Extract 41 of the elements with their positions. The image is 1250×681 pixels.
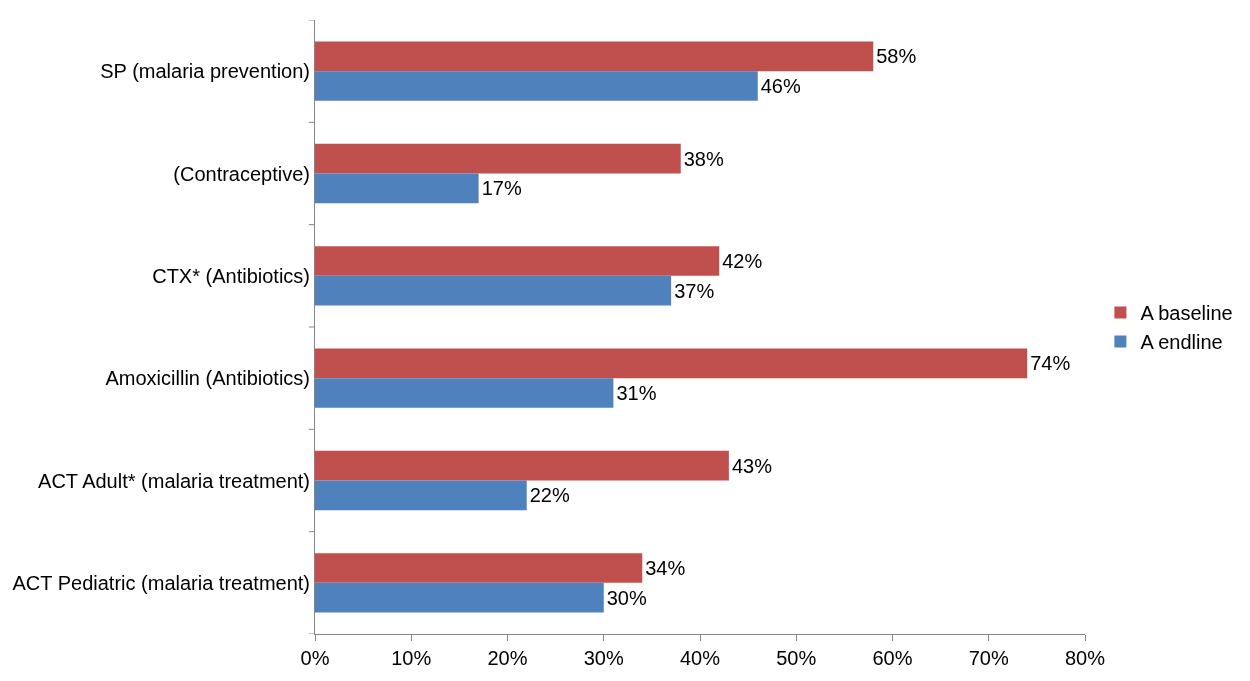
data-label: 43% xyxy=(731,454,773,477)
data-label: 22% xyxy=(529,484,570,507)
data-label: 37% xyxy=(674,279,715,302)
bar xyxy=(315,173,479,204)
x-tick-label: 70% xyxy=(968,647,1009,669)
data-label: 42% xyxy=(722,249,763,272)
data-label: 34% xyxy=(645,556,686,579)
bar xyxy=(315,582,604,613)
bar xyxy=(315,41,874,72)
y-tick-label: ACT Pediatric (malaria treatment) xyxy=(12,571,310,594)
bar xyxy=(315,348,1028,379)
y-tick-label: Amoxicillin (Antibiotics) xyxy=(105,367,310,390)
x-tick-label: 30% xyxy=(583,647,624,669)
x-tick-label: 40% xyxy=(679,647,721,669)
x-tick-label: 80% xyxy=(1064,647,1106,669)
x-tick-label: 50% xyxy=(776,647,817,669)
data-label: 58% xyxy=(876,45,917,68)
x-tick-label: 60% xyxy=(872,647,913,669)
data-label: 17% xyxy=(481,177,522,200)
y-tick-label: SP (malaria prevention) xyxy=(100,60,310,83)
bar xyxy=(315,246,720,276)
x-tick-label: 10% xyxy=(391,647,432,669)
data-label: 31% xyxy=(616,382,657,405)
bar xyxy=(315,553,643,583)
legend-label: A endline xyxy=(1140,331,1223,354)
data-label: 74% xyxy=(1030,352,1071,375)
bar xyxy=(315,378,614,408)
data-label: 46% xyxy=(760,75,801,97)
y-tick-label: (Contraceptive) xyxy=(173,162,310,185)
x-tick-label: 20% xyxy=(487,647,528,669)
bar xyxy=(315,480,527,511)
bar xyxy=(315,275,672,306)
data-label: 30% xyxy=(606,586,647,609)
data-label: 38% xyxy=(683,147,724,170)
y-tick-label: CTX* (Antibiotics) xyxy=(152,264,310,287)
x-tick-label: 0% xyxy=(300,647,330,669)
y-tick-label: ACT Adult* (malaria treatment) xyxy=(38,469,310,492)
legend-label: A baseline xyxy=(1140,302,1233,325)
bar xyxy=(315,143,681,174)
bar xyxy=(315,71,758,101)
bar xyxy=(315,450,729,481)
